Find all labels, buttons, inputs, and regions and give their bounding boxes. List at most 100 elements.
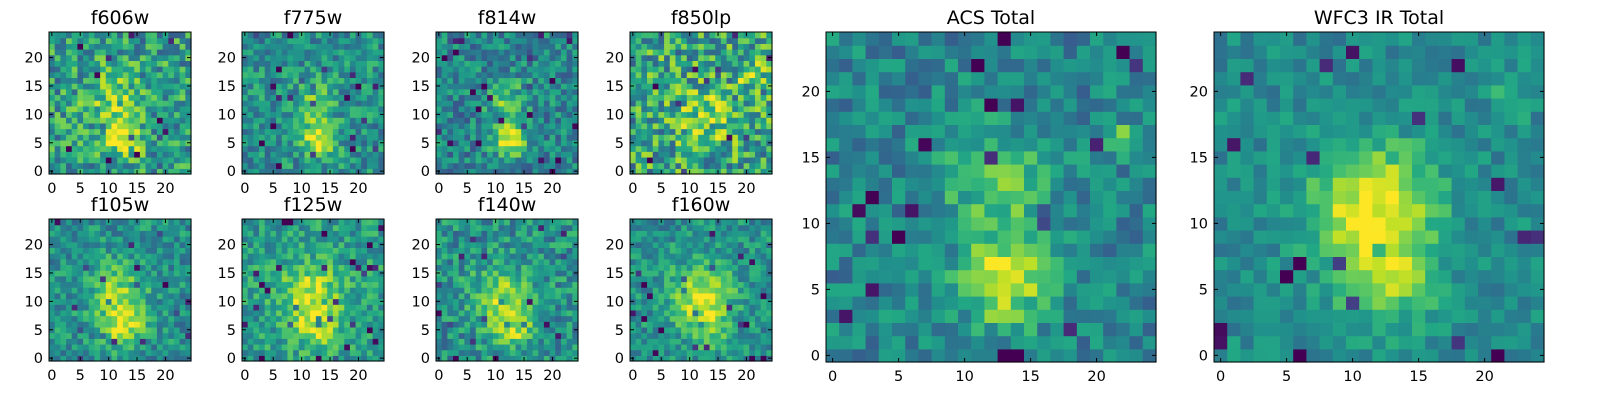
heatmap-cell — [703, 309, 711, 317]
heatmap-cell — [310, 54, 317, 61]
y-tick-label: 0 — [421, 351, 430, 367]
heatmap-cell — [698, 287, 705, 294]
heatmap-cell — [139, 88, 147, 96]
heatmap-cell — [349, 54, 357, 61]
heatmap-cell — [185, 37, 192, 44]
heatmap-cell — [458, 37, 465, 44]
heatmap-cell — [179, 88, 186, 96]
heatmap-cell — [355, 54, 362, 61]
heatmap-cell — [737, 139, 745, 147]
heatmap-cell — [504, 326, 511, 334]
heatmap-cell — [173, 309, 181, 317]
heatmap-cell — [139, 275, 147, 283]
heatmap-cell — [344, 66, 351, 73]
heatmap-cell — [242, 37, 249, 44]
heatmap-cell — [458, 111, 465, 118]
heatmap-cell — [315, 37, 323, 44]
heatmap-cell — [641, 122, 648, 130]
heatmap-cell — [470, 349, 477, 356]
heatmap-cell — [726, 151, 733, 158]
heatmap-cell — [332, 258, 340, 266]
heatmap-cell — [344, 54, 351, 61]
heatmap-cell — [532, 117, 539, 124]
heatmap-cell — [720, 355, 728, 362]
heatmap-cell — [293, 162, 300, 169]
heatmap-cell — [293, 43, 300, 50]
heatmap-cell — [355, 321, 362, 328]
heatmap-cell — [145, 122, 152, 130]
heatmap-cell — [122, 100, 130, 107]
heatmap-cell — [726, 122, 733, 130]
heatmap-cell — [287, 117, 294, 124]
heatmap-cell — [111, 88, 118, 96]
heatmap-cell — [310, 88, 317, 96]
heatmap-cell — [532, 343, 539, 351]
heatmap-cell — [760, 332, 767, 339]
heatmap-cell — [526, 77, 534, 84]
heatmap-cell — [168, 281, 175, 288]
heatmap-cell — [737, 134, 745, 141]
heatmap-cell — [664, 309, 671, 317]
heatmap-cell — [293, 241, 300, 248]
heatmap-cell — [458, 270, 465, 277]
heatmap-cell — [327, 145, 334, 152]
heatmap-cell — [453, 66, 460, 73]
heatmap-cell — [692, 77, 699, 84]
heatmap-cell — [658, 292, 665, 300]
heatmap-cell — [453, 236, 460, 243]
heatmap-cell — [327, 151, 334, 158]
heatmap-cell — [304, 32, 311, 39]
heatmap-cell — [355, 264, 362, 271]
x-tick-label: 10 — [292, 368, 310, 384]
heatmap-cell — [327, 49, 334, 56]
heatmap-cell — [105, 83, 113, 90]
heatmap-cell — [669, 321, 677, 328]
heatmap-cell — [635, 332, 642, 339]
heatmap-cell — [247, 355, 254, 362]
heatmap-cell — [732, 37, 739, 44]
heatmap-cell — [66, 349, 73, 356]
heatmap-cell — [54, 54, 61, 61]
heatmap-cell — [526, 139, 534, 147]
heatmap-cell — [60, 156, 67, 164]
heatmap-cell — [264, 77, 271, 84]
heatmap-cell — [94, 315, 101, 322]
heatmap-cell — [242, 162, 249, 169]
heatmap-cell — [179, 247, 186, 254]
heatmap-cell — [464, 281, 471, 288]
heatmap-cell — [555, 343, 562, 351]
heatmap-cell — [549, 292, 556, 300]
heatmap-cell — [77, 258, 84, 266]
heatmap-cell — [504, 32, 511, 39]
heatmap-cell — [453, 270, 460, 277]
heatmap-cell — [315, 43, 323, 50]
heatmap-cell — [264, 258, 271, 266]
heatmap-cell — [128, 349, 135, 356]
heatmap-cell — [315, 224, 323, 231]
heatmap-cell — [105, 54, 113, 61]
heatmap-cell — [66, 162, 73, 169]
heatmap-cell — [253, 332, 260, 339]
heatmap-cell — [378, 258, 385, 266]
heatmap-cell — [760, 122, 767, 130]
heatmap-cell — [173, 134, 181, 141]
heatmap-cell — [321, 77, 328, 84]
heatmap-cell — [259, 43, 266, 50]
heatmap-cell — [111, 111, 118, 118]
heatmap-cell — [151, 94, 158, 101]
heatmap-cell — [134, 332, 141, 339]
heatmap-cell — [83, 71, 90, 79]
heatmap-cell — [83, 128, 90, 135]
heatmap-cell — [49, 343, 56, 351]
heatmap-cell — [310, 224, 317, 231]
heatmap-cell — [509, 111, 517, 118]
heatmap-cell — [766, 32, 773, 39]
heatmap-cell — [54, 145, 61, 152]
heatmap-cell — [378, 37, 385, 44]
heatmap-cell — [766, 343, 773, 351]
heatmap-cell — [647, 43, 654, 50]
heatmap-cell — [179, 298, 186, 305]
heatmap-cell — [344, 355, 351, 362]
heatmap-cell — [436, 71, 443, 79]
heatmap-cell — [349, 162, 357, 169]
